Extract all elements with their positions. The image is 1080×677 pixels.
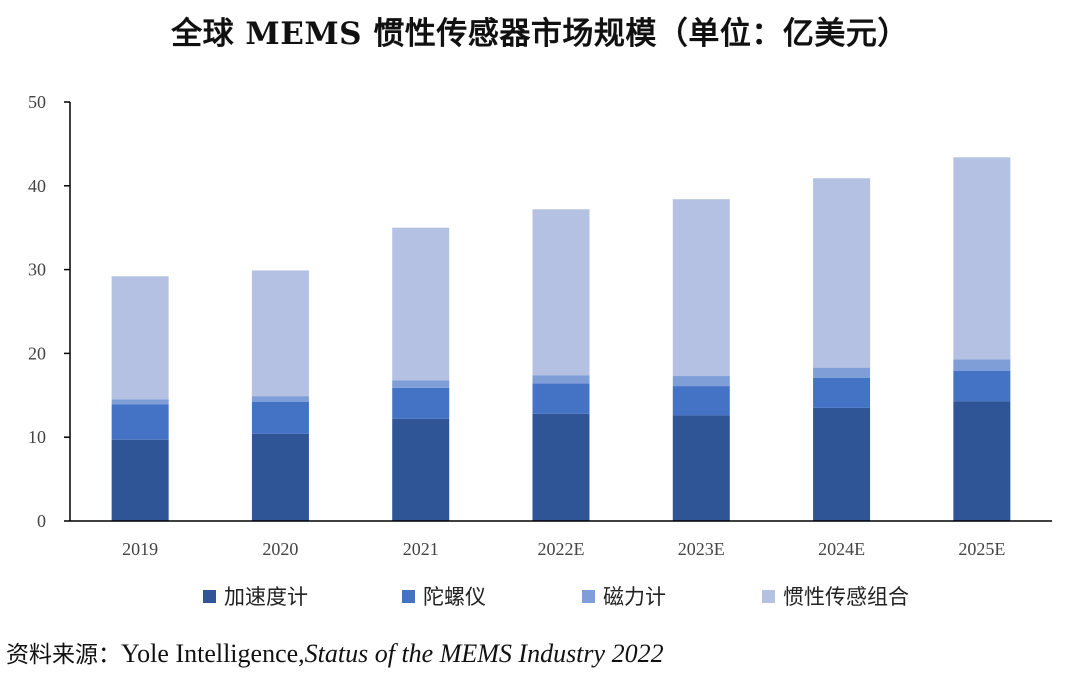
source-publisher: Yole Intelligence,: [121, 639, 305, 668]
legend-swatch-3: [762, 590, 775, 603]
bar-segment-2020-series-2: [251, 396, 309, 403]
bar-segment-2024E-series-3: [813, 178, 871, 368]
y-tick-label: 10: [28, 427, 46, 447]
x-tick-label: 2020: [262, 539, 298, 559]
y-tick-label: 40: [28, 176, 46, 196]
bar-segment-2019-series-2: [111, 399, 169, 405]
bar-segment-2021-series-2: [392, 380, 450, 388]
bar-segment-2021-series-0: [392, 418, 450, 521]
legend-label-2: 磁力计: [603, 585, 666, 609]
bar-segment-2023E-series-2: [672, 376, 730, 387]
bar-segment-2021-series-1: [392, 387, 450, 419]
legend-label-0: 加速度计: [224, 585, 308, 609]
legend-swatch-2: [582, 590, 595, 603]
bar-segment-2022E-series-1: [532, 383, 590, 414]
legend-label-3: 惯性传感组合: [783, 585, 909, 609]
x-tick-label: 2024E: [818, 539, 865, 559]
source-publication: Status of the MEMS Industry 2022: [304, 639, 664, 668]
x-tick-label: 2022E: [538, 539, 585, 559]
legend-swatch-0: [203, 590, 216, 603]
x-tick-label: 2019: [122, 539, 158, 559]
bar-segment-2019-series-3: [111, 276, 169, 400]
y-tick-label: 20: [28, 343, 46, 363]
bar-segment-2025E-series-2: [953, 359, 1011, 371]
bar-segment-2019-series-1: [111, 404, 169, 440]
bar-segment-2022E-series-3: [532, 209, 590, 376]
bar-segment-2022E-series-0: [532, 413, 590, 521]
bar-segment-2019-series-0: [111, 439, 169, 521]
source-note: 资料来源：Yole Intelligence,Status of the MEM…: [6, 635, 664, 669]
x-tick-label: 2023E: [678, 539, 725, 559]
x-tick-label: 2021: [403, 539, 439, 559]
bar-segment-2024E-series-1: [813, 377, 871, 408]
bar-segment-2025E-series-3: [953, 157, 1011, 360]
bar-segment-2024E-series-0: [813, 407, 871, 521]
bar-segment-2021-series-3: [392, 227, 450, 381]
bar-segment-2023E-series-1: [672, 386, 730, 416]
y-tick-label: 30: [28, 260, 46, 280]
legend-label-1: 陀螺仪: [423, 585, 486, 609]
bar-segment-2022E-series-2: [532, 375, 590, 384]
bar-segment-2020-series-0: [251, 433, 309, 521]
bar-segment-2025E-series-0: [953, 401, 1011, 521]
chart-title: 全球 MEMS 惯性传感器市场规模（单位：亿美元）: [171, 16, 909, 52]
legend-swatch-1: [402, 590, 415, 603]
bar-segment-2025E-series-1: [953, 370, 1011, 402]
x-tick-label: 2025E: [958, 539, 1005, 559]
bar-segment-2020-series-1: [251, 402, 309, 434]
bar-segment-2024E-series-2: [813, 367, 871, 378]
y-tick-label: 50: [28, 92, 46, 112]
source-prefix: 资料来源：: [6, 642, 121, 668]
bar-segment-2023E-series-0: [672, 415, 730, 521]
y-tick-label: 0: [37, 511, 46, 531]
bar-segment-2023E-series-3: [672, 199, 730, 377]
bar-segment-2020-series-3: [251, 270, 309, 397]
